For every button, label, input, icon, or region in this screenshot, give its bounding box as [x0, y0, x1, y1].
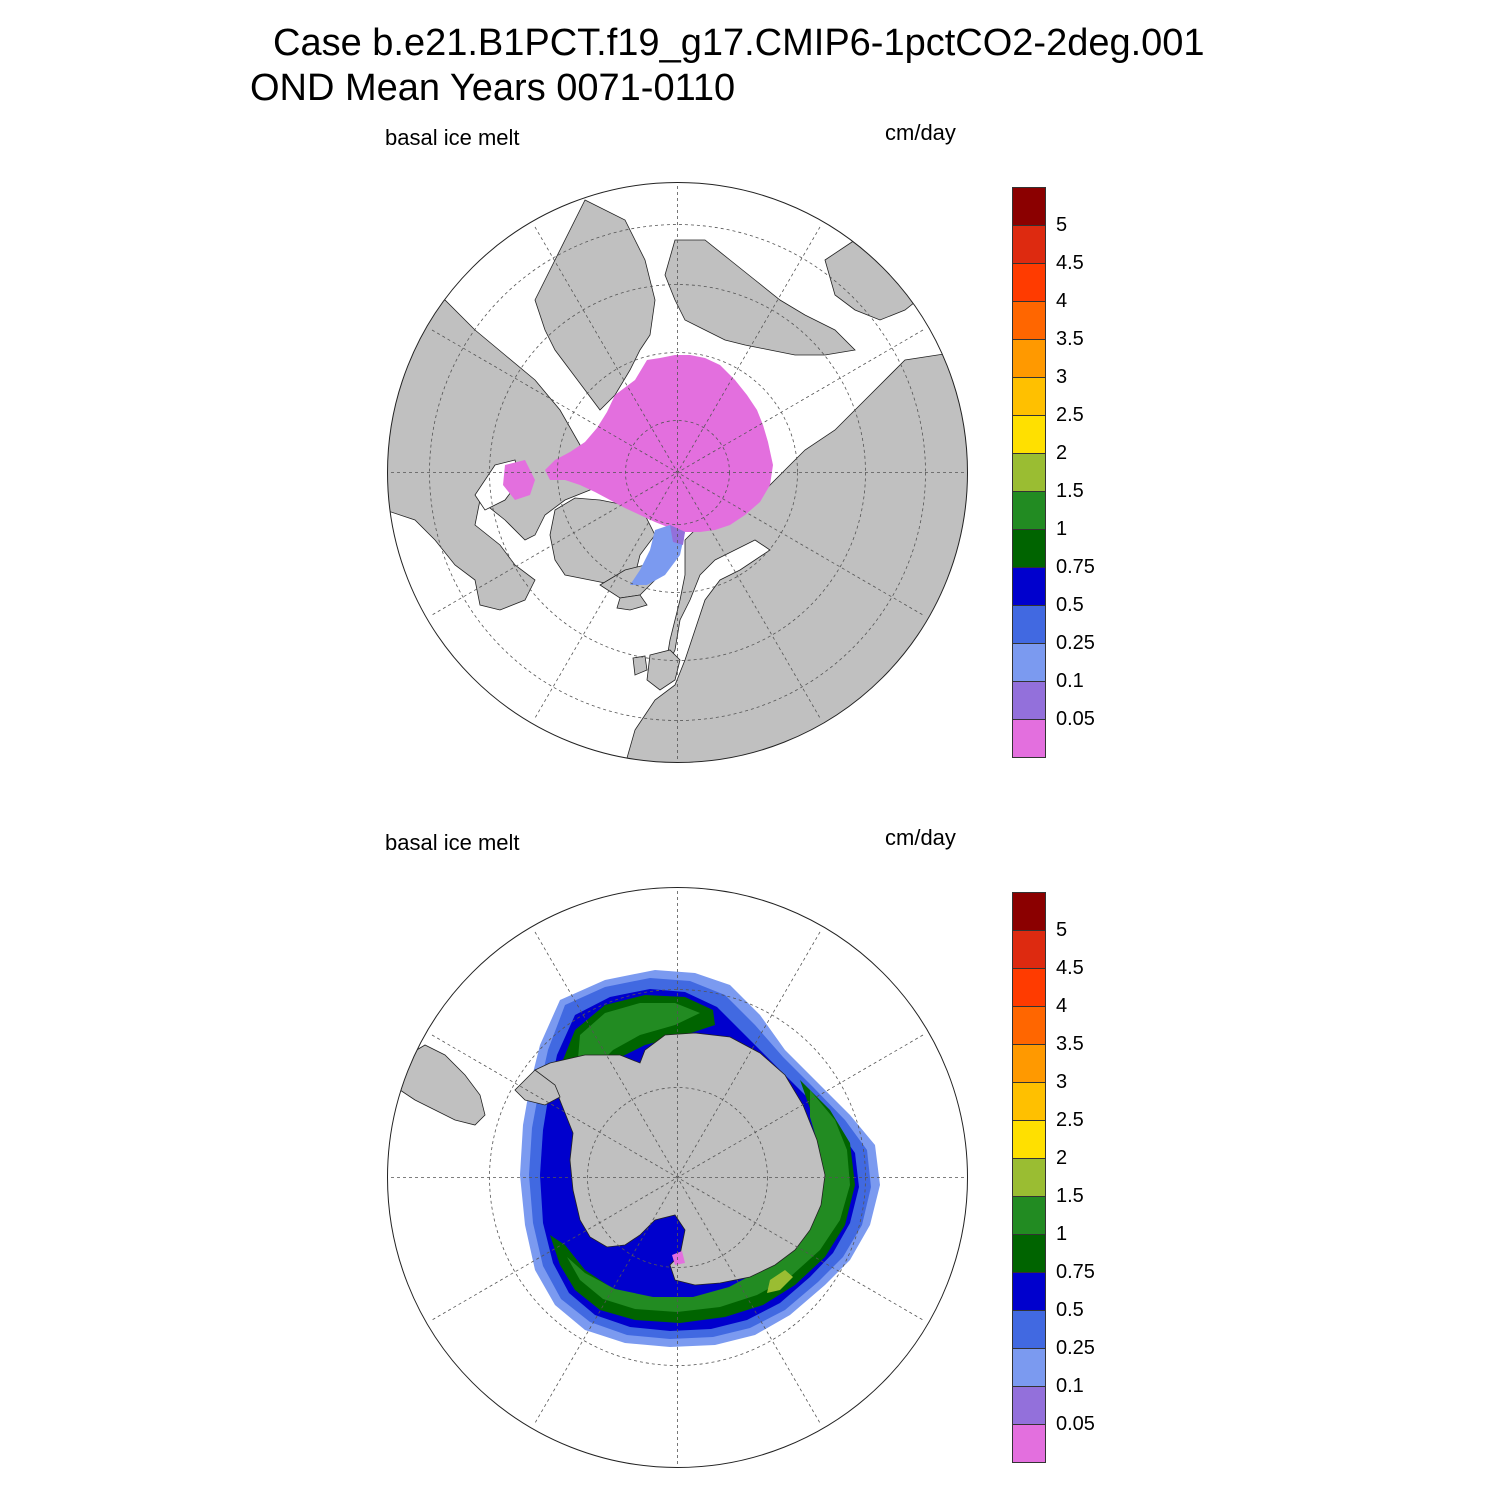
- north-map-border: [387, 182, 968, 763]
- colorbar-tick-label: 3: [1056, 1071, 1068, 1093]
- colorbar-segment: [1012, 643, 1046, 682]
- colorbar-segment: [1012, 1082, 1046, 1121]
- south-land-peninsula: [514, 1069, 561, 1106]
- colorbar-tick-label: 3: [1056, 366, 1068, 388]
- colorbar-tick-label: 4.5: [1056, 252, 1084, 274]
- colorbar-segment: [1012, 1234, 1046, 1273]
- colorbar-segment: [1012, 491, 1046, 530]
- north-variable-label: basal ice melt: [385, 125, 520, 150]
- south-land-south-america: [399, 1044, 486, 1126]
- south-graticule: [387, 887, 968, 1468]
- colorbar-tick-label: 1: [1056, 518, 1068, 540]
- colorbar-tick-label: 2: [1056, 1147, 1068, 1169]
- colorbar-segment: [1012, 1272, 1046, 1311]
- colorbar-segment: [1012, 339, 1046, 378]
- figure-title-line-2: OND Mean Years 0071-0110: [250, 67, 736, 109]
- colorbar-tick-label: 1.5: [1056, 480, 1084, 502]
- colorbar-segment: [1012, 681, 1046, 720]
- colorbar-tick-label: 2: [1056, 442, 1068, 464]
- colorbar-tick-label: 0.05: [1056, 708, 1095, 730]
- colorbar-tick-label: 0.5: [1056, 1299, 1084, 1321]
- colorbar-tick-label: 0.1: [1056, 670, 1084, 692]
- colorbar-segment: [1012, 968, 1046, 1007]
- colorbar-tick-label: 1.5: [1056, 1185, 1084, 1207]
- colorbar-segment: [1012, 187, 1046, 226]
- colorbar-tick-label: 1: [1056, 1223, 1068, 1245]
- colorbar-tick-label: 0.1: [1056, 1375, 1084, 1397]
- colorbar-segment: [1012, 301, 1046, 340]
- colorbar-segment: [1012, 1006, 1046, 1045]
- colorbar-segment: [1012, 529, 1046, 568]
- south-melt-pink: [672, 1251, 685, 1265]
- colorbar-segment: [1012, 1386, 1046, 1425]
- south-variable-label: basal ice melt: [385, 830, 520, 855]
- colorbar-segment: [1012, 892, 1046, 931]
- figure-title-line-1: Case b.e21.B1PCT.f19_g17.CMIP6-1pctCO2-2…: [273, 22, 1205, 64]
- colorbar-segment: [1012, 1348, 1046, 1387]
- south-melt-lime: [767, 1270, 793, 1293]
- north-melt-lightblue: [630, 525, 685, 585]
- colorbar-tick-label: 4.5: [1056, 957, 1084, 979]
- colorbar-segment: [1012, 605, 1046, 644]
- colorbar-tick-label: 0.05: [1056, 1413, 1095, 1435]
- north-land: [387, 199, 968, 763]
- colorbar-tick-label: 5: [1056, 919, 1068, 941]
- colorbar-tick-label: 4: [1056, 995, 1068, 1017]
- south-melt-green: [577, 1003, 700, 1070]
- colorbar-segment: [1012, 1196, 1046, 1235]
- south-land-antarctica: [534, 1032, 826, 1286]
- colorbar-tick-label: 3.5: [1056, 328, 1084, 350]
- colorbar-tick-label: 0.25: [1056, 632, 1095, 654]
- colorbar-segment: [1012, 567, 1046, 606]
- colorbar-tick-label: 0.5: [1056, 594, 1084, 616]
- colorbar-segment: [1012, 1310, 1046, 1349]
- colorbar-tick-label: 0.75: [1056, 1261, 1095, 1283]
- colorbar-tick-label: 4: [1056, 290, 1068, 312]
- north-units-label: cm/day: [885, 120, 956, 145]
- colorbar-segment: [1012, 1044, 1046, 1083]
- colorbar-segment: [1012, 225, 1046, 264]
- colorbar-tick-label: 2.5: [1056, 404, 1084, 426]
- colorbar-segment: [1012, 415, 1046, 454]
- south-units-label: cm/day: [885, 825, 956, 850]
- south-map-border: [387, 887, 968, 1468]
- colorbar-segment: [1012, 1424, 1046, 1463]
- colorbar-segment: [1012, 719, 1046, 758]
- north-melt-pink-2: [503, 460, 535, 500]
- colorbar-tick-label: 3.5: [1056, 1033, 1084, 1055]
- colorbar-tick-label: 2.5: [1056, 1109, 1084, 1131]
- south-colorbar: 5 4.5 4 3.5 3 2.5 2 1.5 1 0.75 0.5 0.25 0.1 0.05: [1012, 892, 1122, 1463]
- colorbar-tick-label: 5: [1056, 214, 1068, 236]
- colorbar-segment: [1012, 453, 1046, 492]
- colorbar-segment: [1012, 1158, 1046, 1197]
- colorbar-tick-label: 0.75: [1056, 556, 1095, 578]
- south-polar-map: [387, 887, 968, 1468]
- colorbar-segment: [1012, 1120, 1046, 1159]
- north-polar-map: [387, 182, 968, 763]
- north-graticule: [387, 182, 968, 763]
- colorbar-segment: [1012, 263, 1046, 302]
- north-melt-pink: [545, 355, 773, 532]
- north-colorbar: 5 4.5 4 3.5 3 2.5 2 1.5 1 0.75 0.5 0.25 0.1 0.05: [1012, 187, 1122, 758]
- colorbar-segment: [1012, 377, 1046, 416]
- colorbar-tick-label: 0.25: [1056, 1337, 1095, 1359]
- colorbar-segment: [1012, 930, 1046, 969]
